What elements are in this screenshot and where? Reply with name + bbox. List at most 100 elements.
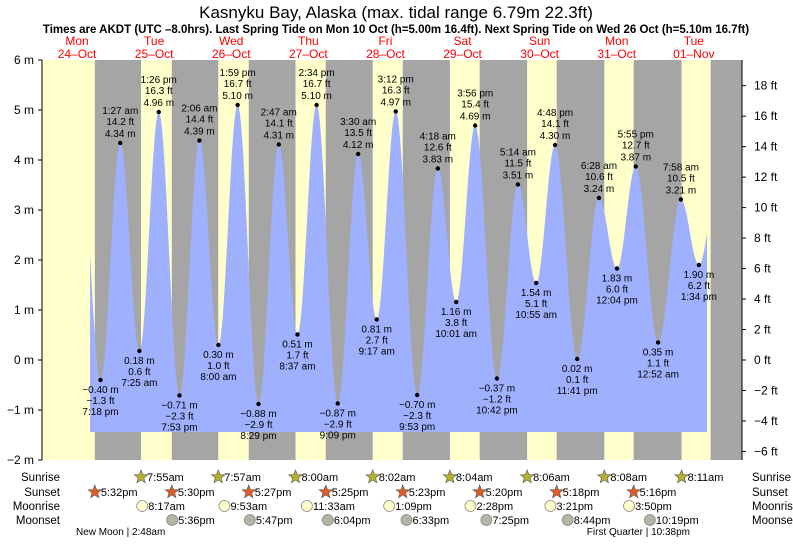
y-left-tick-label: 2 m xyxy=(14,253,34,267)
moonrise-time: 9:53am xyxy=(230,501,267,513)
tide-time: 1:27 am xyxy=(102,106,138,117)
moon-phase-new: New Moon | 2:48am xyxy=(76,527,165,538)
tide-height-ft: 16.3 ft xyxy=(382,86,410,97)
sunset-time: 5:16pm xyxy=(640,487,677,499)
day-label: Mon xyxy=(605,34,628,48)
chart-subtitle: Times are AKDT (UTC –8.0hrs). Last Sprin… xyxy=(43,24,749,36)
tide-time: 3:30 am xyxy=(340,117,376,128)
tide-height-m: 4.30 m xyxy=(540,131,571,142)
low-tide-point xyxy=(415,392,420,398)
tide-height-ft: 1.0 ft xyxy=(207,361,229,372)
tide-time: 3:56 pm xyxy=(457,89,493,100)
low-tide-point xyxy=(98,377,103,383)
low-tide-point xyxy=(256,401,261,407)
moon-phase-first-quarter: First Quarter | 10:38pm xyxy=(587,527,690,538)
tide-height-ft: 10.5 ft xyxy=(667,174,695,185)
tide-time: 2:34 pm xyxy=(299,68,335,79)
row-label-right-moonrise: Moonrise xyxy=(752,501,793,513)
moonset-time: 5:47pm xyxy=(256,515,293,527)
date-label: 27–Oct xyxy=(289,47,328,61)
low-tide-point xyxy=(494,376,500,381)
low-tide-point xyxy=(295,332,300,337)
moonset-time: 10:19pm xyxy=(656,515,699,527)
y-right-tick-label: −4 ft xyxy=(754,414,778,428)
tide-height-m: 0.81 m xyxy=(361,325,392,336)
tide-time: 8:00 am xyxy=(200,372,236,383)
moonset-icon xyxy=(400,514,413,526)
y-right-tick-label: −2 ft xyxy=(754,383,778,397)
moonset-icon xyxy=(321,514,334,526)
high-tide-point xyxy=(355,151,361,157)
tide-height-ft: 14.1 ft xyxy=(265,119,293,130)
daylight-band xyxy=(42,60,95,460)
tide-height-m: 4.96 m xyxy=(143,98,174,109)
row-label-right-moonset: Moonset xyxy=(752,515,793,527)
high-tide-point xyxy=(515,182,521,187)
tide-height-ft: 6.2 ft xyxy=(688,281,710,292)
y-right-tick-label: 18 ft xyxy=(754,79,778,93)
row-label-sunset: Sunset xyxy=(24,487,61,499)
low-tide-point xyxy=(335,401,340,406)
tide-time: 7:58 am xyxy=(663,163,699,174)
moonrise-icon xyxy=(301,500,313,512)
tide-height-m: 4.97 m xyxy=(380,98,411,109)
tide-height-m: 3.51 m xyxy=(503,171,534,182)
date-label: 30–Oct xyxy=(520,47,559,61)
row-label-sunrise: Sunrise xyxy=(21,472,60,484)
low-tide-point xyxy=(655,340,661,345)
tide-height-m: 0.51 m xyxy=(282,340,313,351)
sunrise-time: 7:55am xyxy=(147,472,184,484)
moonset-time: 7:25pm xyxy=(492,515,529,527)
y-left-tick-label: 3 m xyxy=(14,203,34,217)
tide-height-ft: 14.1 ft xyxy=(541,119,569,130)
tide-height-ft: 3.8 ft xyxy=(445,318,467,329)
date-label: 26–Oct xyxy=(212,47,251,61)
sunrise-time: 8:11am xyxy=(688,472,724,484)
date-label: 25–Oct xyxy=(135,47,174,61)
tide-height-ft: 12.6 ft xyxy=(424,143,452,154)
tide-height-ft: 16.7 ft xyxy=(224,79,252,90)
tide-height-ft: −2.3 ft xyxy=(403,411,431,422)
tide-time: 1:26 pm xyxy=(141,75,177,86)
tide-height-m: 3.21 m xyxy=(666,186,697,197)
moonrise-icon xyxy=(383,500,396,512)
sunrise-icon xyxy=(210,469,226,484)
y-right-tick-label: 12 ft xyxy=(754,170,778,184)
tide-height-m: 4.34 m xyxy=(105,129,136,140)
tide-height-m: 1.16 m xyxy=(441,307,472,318)
sunrise-icon xyxy=(365,469,381,484)
date-label: 01–Nov xyxy=(673,47,714,61)
tide-height-ft: −2.3 ft xyxy=(165,412,193,423)
chart-title: Kasnyku Bay, Alaska (max. tidal range 6.… xyxy=(199,3,593,22)
y-right-tick-label: 14 ft xyxy=(754,140,778,154)
sunset-time: 5:20pm xyxy=(486,487,523,499)
y-left-tick-label: −2 m xyxy=(7,453,34,467)
day-label: Tue xyxy=(144,34,165,48)
sunrise-time: 8:06am xyxy=(533,472,570,484)
tide-height-ft: 2.7 ft xyxy=(366,336,388,347)
high-tide-point xyxy=(276,142,281,147)
tide-height-m: 3.83 m xyxy=(423,155,454,166)
sunset-time: 5:30pm xyxy=(178,487,215,499)
sunrise-icon xyxy=(133,469,149,484)
moonrise-time: 3:50pm xyxy=(635,501,672,513)
y-right-tick-label: 8 ft xyxy=(754,231,771,245)
day-label: Sun xyxy=(529,34,550,48)
tide-height-m: 5.10 m xyxy=(301,91,332,102)
tide-time: 2:06 am xyxy=(181,104,217,115)
tide-height-ft: −1.2 ft xyxy=(483,395,511,406)
sunrise-time: 7:57am xyxy=(224,472,261,484)
y-left-tick-label: 5 m xyxy=(14,103,34,117)
day-label: Tue xyxy=(684,34,705,48)
tide-height-m: 3.87 m xyxy=(620,153,651,164)
sunrise-time: 8:00am xyxy=(302,472,339,484)
moonrise-time: 1:09pm xyxy=(395,501,432,513)
tide-time: 8:29 pm xyxy=(240,431,276,442)
sunset-icon xyxy=(626,484,642,499)
low-tide-point xyxy=(453,299,459,305)
sunset-icon xyxy=(395,484,411,499)
sunset-time: 5:32pm xyxy=(101,487,138,499)
tide-height-m: 4.31 m xyxy=(263,131,294,142)
high-tide-point xyxy=(314,102,319,108)
